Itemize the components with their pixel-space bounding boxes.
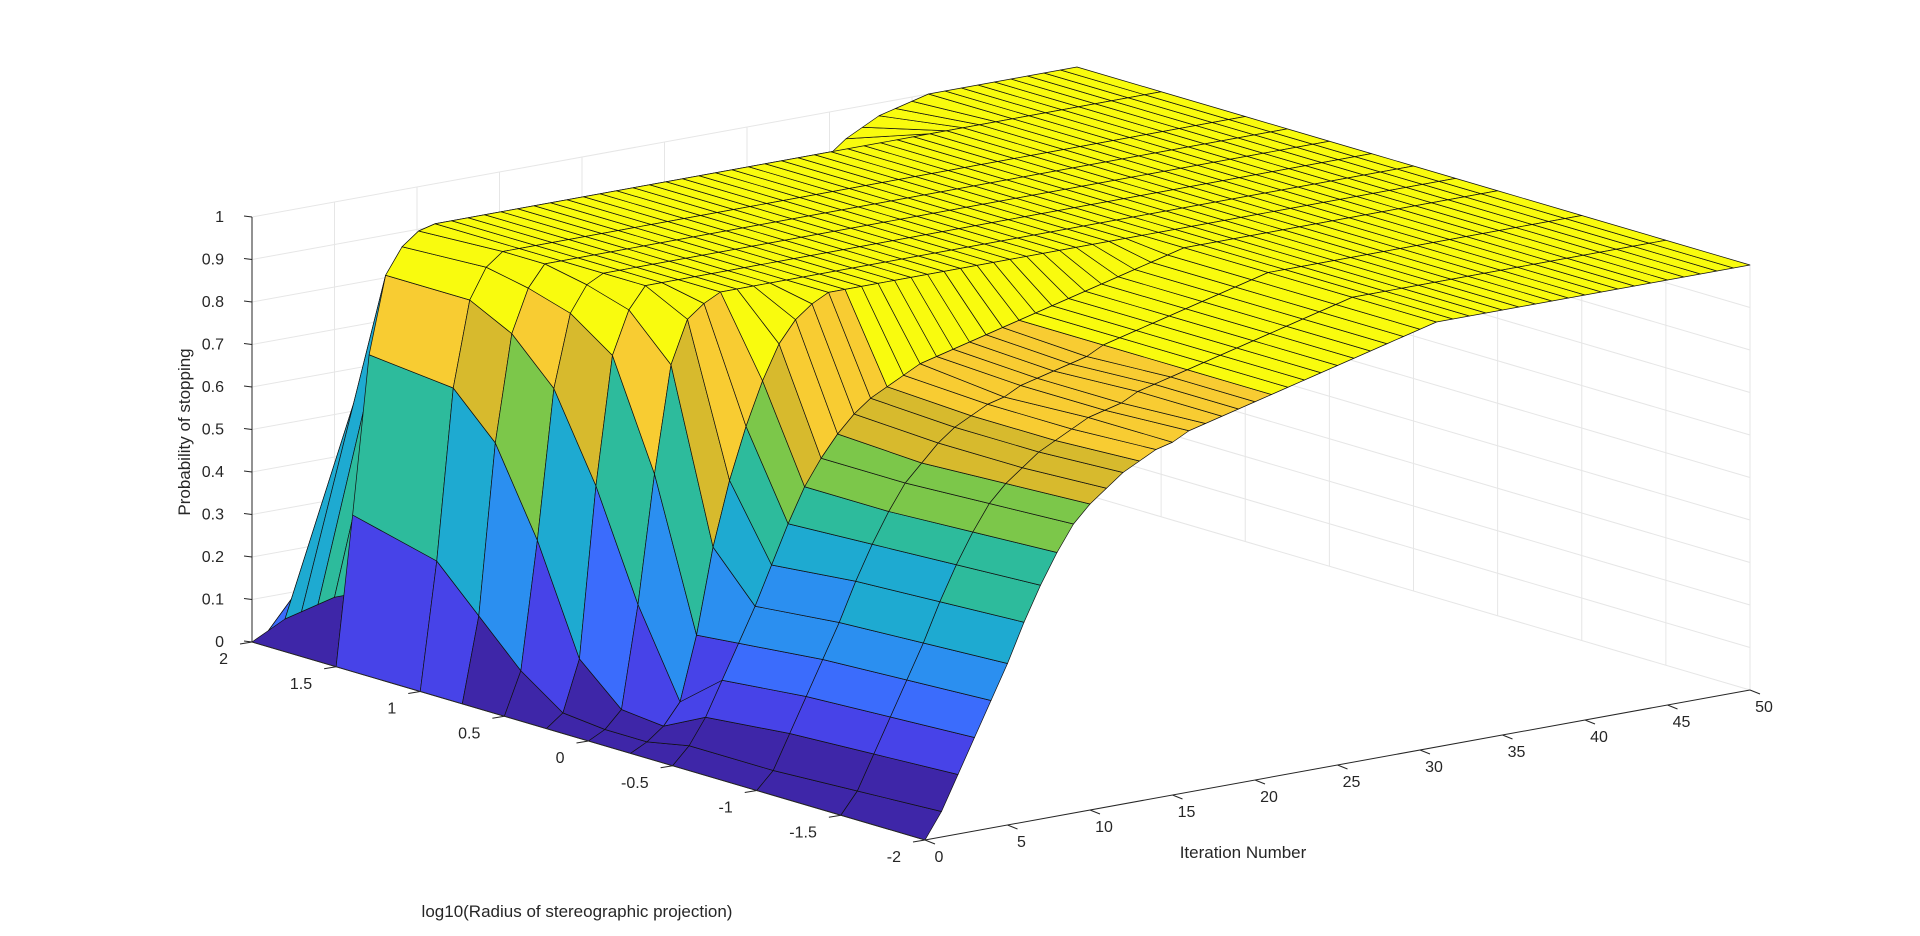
x-tick-mark — [1089, 809, 1101, 815]
z-tick-label: 0.3 — [202, 507, 224, 524]
z-tick-mark — [243, 258, 253, 260]
x-tick-mark — [1419, 749, 1431, 755]
x-tick-label: 50 — [1755, 699, 1773, 716]
z-tick-mark — [243, 598, 253, 600]
x-tick-label: 10 — [1095, 819, 1113, 836]
y-tick-label: 0.5 — [458, 725, 480, 742]
x-tick-mark — [1007, 824, 1018, 830]
z-tick-mark — [243, 343, 253, 345]
x-tick-mark — [1502, 734, 1513, 740]
y-tick-mark — [576, 740, 589, 744]
y-tick-label: -1.5 — [789, 824, 817, 841]
z-tick-label: 0.4 — [202, 464, 224, 481]
x-tick-label: 15 — [1178, 804, 1196, 821]
z-tick-label: 0.8 — [202, 294, 224, 311]
z-tick-mark — [243, 215, 253, 218]
z-tick-label: 0.9 — [202, 252, 224, 269]
y-tick-mark — [239, 641, 253, 645]
y-tick-mark — [828, 814, 841, 818]
x-tick-mark — [1667, 704, 1678, 710]
z-tick-label: 0.1 — [202, 592, 224, 609]
y-tick-label: 2 — [219, 651, 228, 668]
y-tick-mark — [912, 839, 926, 843]
z-tick-label: 0.6 — [202, 379, 224, 396]
x-tick-label: 0 — [935, 849, 944, 866]
x-tick-mark — [1172, 794, 1183, 800]
y-tick-label: -0.5 — [621, 775, 649, 792]
z-tick-mark — [243, 470, 253, 473]
surface-face — [1649, 239, 1751, 269]
x-tick-label: 30 — [1425, 759, 1443, 776]
y-tick-mark — [660, 765, 673, 769]
x-tick-mark — [1749, 689, 1761, 695]
x-tick-label: 45 — [1673, 714, 1691, 731]
z-tick-label: 0.7 — [202, 337, 224, 354]
y-tick-label: -2 — [887, 849, 901, 866]
x-tick-label: 35 — [1508, 744, 1526, 761]
y-tick-label: 1 — [387, 701, 396, 718]
x-tick-label: 40 — [1590, 729, 1608, 746]
x-tick-label: 25 — [1343, 774, 1361, 791]
z-tick-label: 0 — [215, 634, 224, 651]
z-tick-label: 1 — [215, 209, 224, 226]
z-tick-mark — [243, 555, 253, 558]
x-tick-label: 5 — [1017, 834, 1026, 851]
y-tick-label: -1 — [719, 800, 733, 817]
z-axis-label: Probability of stopping — [175, 348, 194, 515]
z-tick-mark — [243, 428, 253, 430]
x-tick-mark — [1337, 764, 1348, 770]
y-tick-mark — [744, 790, 757, 793]
y-tick-mark — [408, 691, 421, 694]
tick-labels: 00.10.20.30.40.50.60.70.80.9105101520253… — [202, 209, 1773, 866]
z-tick-mark — [243, 385, 253, 388]
x-tick-mark — [1254, 779, 1266, 785]
surface-plot — [251, 66, 1751, 841]
y-tick-label: 1.5 — [290, 676, 312, 693]
y-tick-mark — [324, 666, 337, 670]
y-axis-label: log10(Radius of stereographic projection… — [422, 902, 733, 921]
z-tick-mark — [243, 300, 253, 303]
x-axis-label: Iteration Number — [1180, 843, 1307, 862]
y-tick-mark — [492, 715, 505, 719]
y-tick-label: 0 — [556, 750, 565, 767]
z-tick-label: 0.5 — [202, 422, 224, 439]
x-tick-mark — [1584, 719, 1596, 725]
z-tick-mark — [243, 513, 253, 515]
x-tick-mark — [924, 839, 936, 845]
z-tick-label: 0.2 — [202, 549, 224, 566]
x-tick-label: 20 — [1260, 789, 1278, 806]
